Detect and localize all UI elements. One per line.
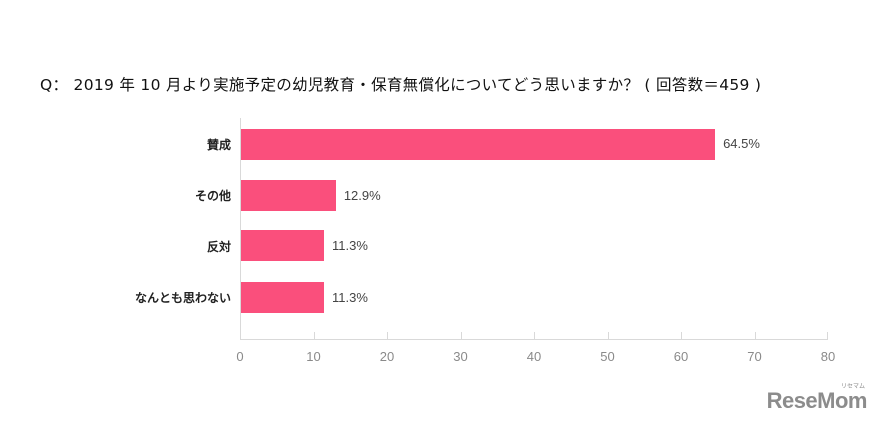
x-tick-label: 80 (820, 349, 836, 364)
logo-subtext: リセマム (840, 384, 865, 390)
x-tick-label: 0 (236, 349, 244, 364)
x-axis-line (240, 339, 828, 340)
x-tick (827, 332, 828, 339)
logo-text: ReseMom (766, 388, 868, 413)
bar-value-label: 11.3% (332, 290, 368, 305)
x-tick (681, 332, 682, 339)
bar (241, 180, 336, 211)
x-tick (313, 332, 315, 339)
plot-area: 0 10 20 30 40 50 60 70 80 64.5% 12.9% 11… (236, 118, 835, 364)
category-label: その他 (194, 189, 231, 203)
x-tick (754, 332, 756, 339)
x-tick-label: 70 (747, 349, 762, 364)
bar (241, 230, 325, 261)
category-label: 反対 (206, 240, 231, 254)
x-tick-label: 50 (600, 349, 615, 364)
x-tick (387, 332, 388, 339)
x-tick-label: 10 (306, 349, 321, 364)
x-tick (607, 332, 609, 339)
x-tick-label: 30 (453, 349, 468, 364)
category-label: 賛成 (206, 138, 231, 152)
bar (241, 129, 716, 160)
resemom-logo: ReseMom リセマム (766, 384, 868, 414)
bar-value-label: 12.9% (343, 188, 381, 203)
bar-value-label: 11.3% (332, 238, 368, 253)
x-tick (460, 332, 462, 339)
x-tick-label: 40 (526, 349, 542, 364)
y-axis-line (240, 118, 241, 339)
category-label: なんとも思わない (134, 291, 231, 305)
x-tick (534, 332, 535, 339)
bar-value-label: 64.5% (723, 136, 760, 151)
bar (241, 282, 325, 313)
x-tick-label: 60 (673, 349, 689, 364)
x-tick-label: 20 (379, 349, 395, 364)
chart-title: Q： 2019 年 10 月より実施予定の幼児教育・保育無償化についてどう思いま… (40, 76, 762, 94)
